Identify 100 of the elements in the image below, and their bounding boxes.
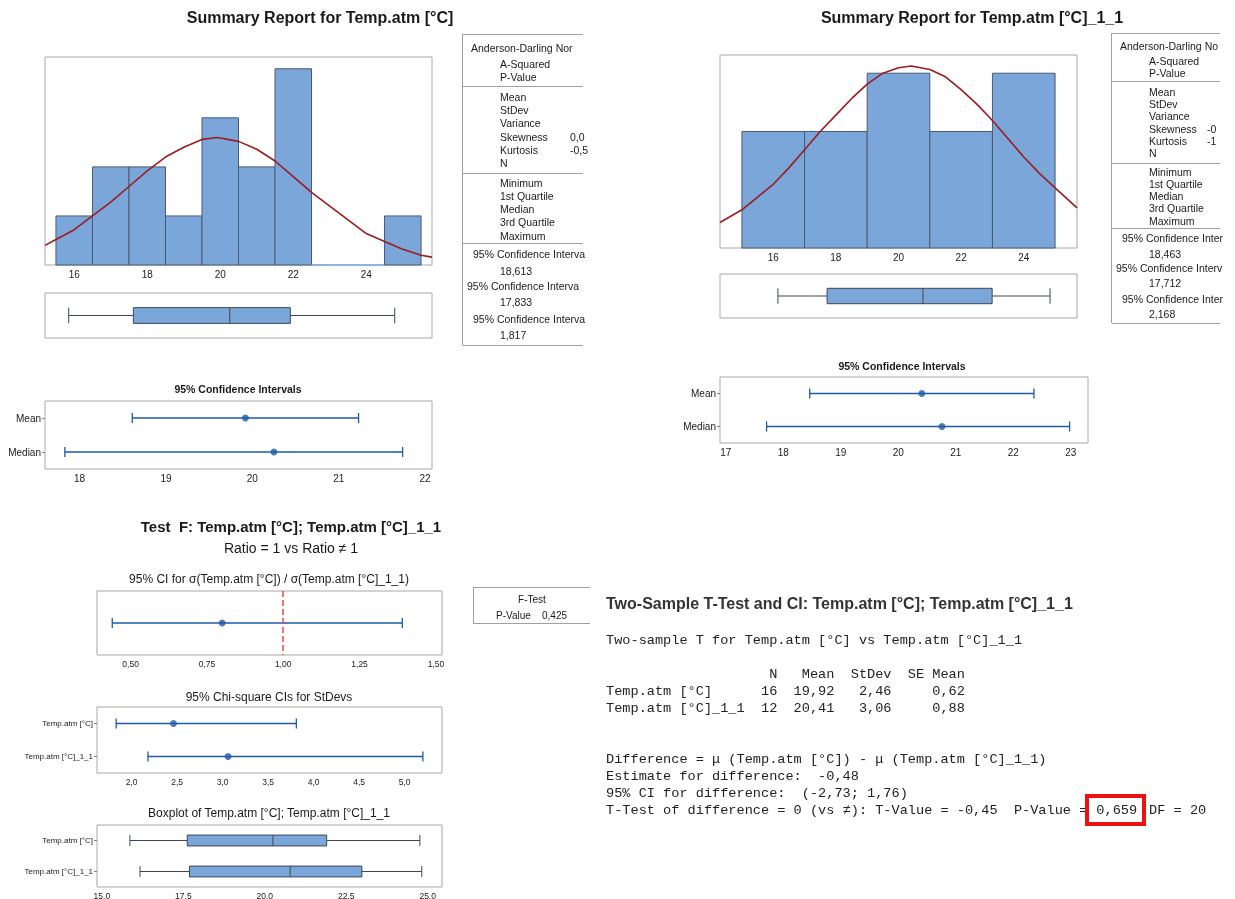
text: 2,168 — [1149, 306, 1176, 321]
text: StDev — [500, 103, 529, 117]
x-tick-label: 1,00 — [274, 658, 292, 669]
x-tick-label: 1,25 — [351, 658, 369, 669]
x-tick-label: 24 — [360, 268, 373, 280]
text: Ratio = 1 vs Ratio ≠ 1 — [222, 539, 360, 557]
text: Two-sample T for Temp.atm [°C] vs Temp.atm [°C]_1_1 — [606, 632, 1023, 648]
text: Anderson-Darling Nor — [471, 41, 573, 55]
x-tick-label: 22 — [287, 268, 300, 280]
text: Estimate for difference: -0,48 — [606, 768, 859, 784]
text: Mean — [1149, 84, 1176, 99]
text: Maximum — [1149, 214, 1195, 229]
x-tick-label: 20,0 — [256, 890, 274, 899]
x-tick-label: 20 — [214, 268, 227, 280]
x-tick-label: 20 — [892, 251, 905, 263]
text: 0,425 — [542, 609, 568, 623]
text: 18,613 — [500, 264, 533, 278]
text: N — [500, 156, 508, 170]
text: 17,833 — [500, 295, 533, 309]
text: Temp.atm [°C] 16 19,92 2,46 0,62 — [606, 683, 965, 699]
y-tick-label: Temp.atm [°C]_1_1 — [24, 752, 94, 761]
text: 95% Confidence Interva — [473, 247, 586, 261]
text: P-Value — [496, 609, 531, 623]
text: Kurtosis — [500, 143, 538, 157]
y-tick-label: Temp.atm [°C] — [42, 836, 93, 845]
x-tick-label: 20 — [246, 472, 259, 484]
text: 1st Quartile — [500, 189, 554, 203]
text: Two-Sample T-Test and CI: Temp.atm [°C]; Temp.atm [°C]_1_1 — [606, 594, 1073, 614]
text: 3rd Quartile — [1149, 201, 1204, 216]
text: 1,817 — [500, 328, 527, 342]
chart-title: Summary Report for Temp.atm [°C]_1_1 — [820, 8, 1124, 26]
text: DF = 20 — [1149, 802, 1207, 818]
text: 0,659 — [1096, 802, 1138, 818]
text: 95% Confidence Interv — [1116, 261, 1223, 276]
text: Median — [500, 202, 535, 216]
text: Test F: Temp.atm [°C]; Temp.atm [°C]_1_1 — [139, 517, 443, 537]
text: Skewness — [1149, 122, 1197, 137]
x-tick-label: 17,5 — [175, 890, 192, 899]
x-tick-label: 23 — [1065, 446, 1077, 458]
text: -0,5 — [570, 143, 589, 157]
chart-title: 95% CI for σ(Temp.atm [°C]) / σ(Temp.atm [°C]_1_1) — [129, 572, 409, 586]
chart-title: 95% Chi-square CIs for StDevs — [185, 690, 353, 704]
text: 0,0 — [570, 130, 585, 144]
text: N Mean StDev SE Mean — [768, 666, 965, 682]
x-tick-label: 21 — [333, 472, 345, 484]
x-tick-label: 3,5 — [262, 776, 275, 787]
x-tick-label: 16 — [68, 268, 81, 280]
y-tick-label: Temp.atm [°C]_1_1 — [24, 867, 94, 876]
text: 1st Quartile — [1149, 177, 1203, 192]
text: 17,712 — [1149, 275, 1182, 290]
text: 95% Confidence Interva — [473, 312, 586, 326]
text: Variance — [1149, 109, 1190, 124]
text: Temp.atm [°C]_1_1 12 20,41 3,06 0,88 — [606, 700, 965, 716]
chart-title: Boxplot of Temp.atm [°C]; Temp.atm [°C]_1_1 — [148, 806, 391, 820]
x-tick-label: 19 — [160, 472, 172, 484]
x-tick-label: 4,0 — [307, 776, 320, 787]
text: -0 — [1207, 122, 1217, 137]
x-tick-label: 22 — [419, 472, 432, 484]
x-tick-label: 19 — [835, 446, 847, 458]
x-tick-label: 16 — [767, 251, 780, 263]
chart-title: 95% Confidence Intervals — [174, 382, 302, 395]
text: 95% Confidence Inter — [1122, 291, 1223, 306]
text: Mean — [500, 90, 527, 104]
x-tick-label: 22 — [955, 251, 968, 263]
x-tick-label: 0,75 — [198, 658, 216, 669]
y-tick-label: Temp.atm [°C] — [42, 719, 93, 728]
text: Difference = μ (Temp.atm [°C]) - μ (Temp.atm [°C]_1_1) — [606, 751, 1047, 767]
x-tick-label: 17 — [720, 446, 732, 458]
text: A-Squared — [1149, 54, 1200, 69]
text: Anderson-Darling No — [1120, 39, 1219, 54]
x-tick-label: 21 — [950, 446, 962, 458]
x-tick-label: 18 — [777, 446, 790, 458]
x-tick-label: 2,0 — [125, 776, 138, 787]
text: StDev — [1149, 96, 1178, 111]
x-tick-label: 3,0 — [216, 776, 229, 787]
text: Median — [1149, 190, 1184, 204]
text: Maximum — [500, 229, 546, 243]
text: 18,463 — [1149, 247, 1182, 262]
x-tick-label: 18 — [73, 472, 86, 484]
x-tick-label: 24 — [1018, 251, 1030, 263]
x-tick-label: 22 — [1007, 446, 1020, 458]
text: A-Squared — [500, 57, 551, 71]
x-tick-label: 2,5 — [171, 776, 184, 787]
text: Variance — [500, 116, 541, 130]
chart-title: 95% Confidence Intervals — [838, 359, 966, 372]
text: P-Value — [500, 70, 537, 84]
text: Skewness — [500, 130, 548, 144]
x-tick-label: 5,0 — [398, 776, 411, 787]
x-tick-label: 20 — [892, 446, 905, 458]
x-tick-label: 0,50 — [122, 658, 140, 669]
text: P-Value — [1149, 67, 1186, 81]
text: Minimum — [500, 176, 543, 190]
text: Minimum — [1149, 165, 1192, 179]
text: -1 — [1207, 134, 1217, 149]
text: 95% CI for difference: (-2,73; 1,76) — [606, 785, 908, 801]
text: N — [1149, 146, 1157, 161]
x-tick-label: 18 — [141, 268, 154, 280]
text: 95% Confidence Inter — [1122, 231, 1223, 246]
text: Kurtosis — [1149, 134, 1187, 149]
x-tick-label: 25,0 — [419, 890, 437, 899]
